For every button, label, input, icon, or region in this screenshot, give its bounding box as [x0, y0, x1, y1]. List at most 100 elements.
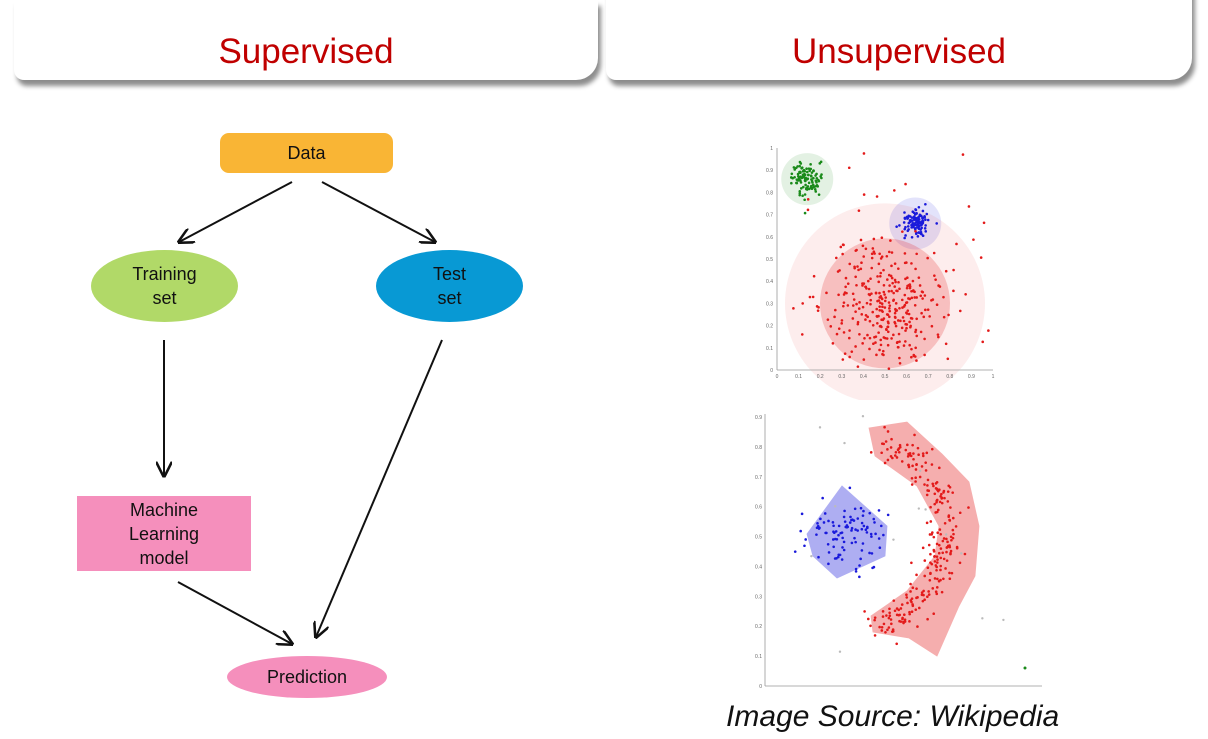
data-point — [911, 210, 915, 214]
data-point — [936, 558, 939, 561]
data-point — [908, 286, 912, 290]
data-point — [854, 310, 857, 313]
data-point — [880, 451, 883, 455]
data-point — [912, 353, 916, 357]
data-point — [926, 484, 929, 487]
data-point — [870, 252, 874, 256]
data-point — [894, 302, 898, 305]
data-point — [941, 551, 945, 555]
data-point — [933, 560, 937, 563]
data-point — [924, 202, 927, 206]
data-point — [861, 305, 865, 309]
data-point — [877, 262, 881, 266]
data-point — [887, 321, 890, 325]
data-point — [921, 599, 925, 603]
data-point — [934, 511, 937, 514]
cluster-halo — [820, 238, 950, 369]
y-tick-label: 0.8 — [766, 190, 773, 196]
data-point — [848, 329, 851, 332]
data-point — [833, 531, 836, 535]
data-point — [948, 577, 952, 580]
data-point — [903, 293, 907, 297]
data-point — [883, 299, 887, 303]
data-point — [880, 309, 884, 312]
noise-point — [981, 617, 984, 620]
data-point — [810, 171, 814, 174]
data-point — [894, 324, 898, 328]
data-point — [893, 278, 897, 282]
data-point — [790, 181, 793, 185]
data-point — [893, 262, 897, 265]
data-point — [882, 533, 885, 537]
data-point — [832, 524, 835, 528]
data-point — [876, 322, 879, 325]
x-tick-label: 0.6 — [903, 374, 910, 380]
data-point — [806, 177, 810, 180]
data-point — [842, 293, 846, 296]
unsupervised-header: Unsupervised — [606, 0, 1192, 80]
data-point — [841, 252, 844, 256]
data-point — [921, 297, 924, 300]
data-point — [796, 174, 800, 178]
data-point — [817, 178, 820, 182]
data-point — [925, 521, 929, 525]
data-point — [940, 496, 944, 500]
data-point — [912, 452, 915, 455]
data-point — [869, 302, 872, 306]
data-point — [911, 443, 914, 447]
data-point — [902, 613, 906, 617]
data-point — [885, 327, 888, 331]
data-point — [817, 555, 820, 559]
data-point — [793, 176, 796, 179]
red-cluster-hull — [868, 421, 980, 657]
data-point — [932, 535, 936, 539]
data-point — [903, 620, 907, 623]
data-point — [880, 625, 884, 629]
data-point — [908, 610, 911, 614]
data-point — [888, 614, 892, 618]
data-point — [818, 162, 822, 165]
data-point — [920, 220, 923, 224]
data-point — [908, 612, 911, 616]
data-point — [904, 340, 907, 343]
prediction-node: Prediction — [227, 656, 387, 698]
noise-point — [982, 221, 986, 225]
noise-point — [967, 205, 971, 208]
data-point — [861, 542, 865, 545]
data-point — [879, 343, 883, 347]
data-point — [866, 315, 869, 319]
data-point — [897, 267, 900, 270]
data-point — [836, 270, 840, 273]
data-point — [946, 540, 949, 544]
data-point — [886, 330, 890, 334]
data-point — [914, 476, 917, 480]
noise-point — [875, 353, 878, 357]
data-point — [904, 448, 908, 452]
noise-point — [946, 357, 950, 361]
data-point — [804, 179, 807, 183]
data-point — [910, 317, 914, 320]
data-point — [939, 547, 943, 550]
y-tick-label: 1 — [770, 146, 773, 152]
data-point — [916, 446, 920, 450]
data-point — [921, 290, 925, 294]
data-point — [798, 193, 802, 197]
data-point — [881, 615, 885, 618]
data-point — [856, 529, 859, 532]
data-point — [915, 587, 918, 590]
data-point — [905, 323, 909, 326]
data-point — [910, 600, 913, 604]
data-point — [943, 496, 946, 500]
data-point — [908, 343, 911, 347]
data-point — [918, 284, 922, 287]
data-point — [881, 318, 885, 322]
data-point — [813, 188, 817, 191]
data-point — [815, 526, 819, 530]
data-point — [842, 515, 846, 519]
data-point — [890, 264, 893, 268]
data-point — [800, 512, 804, 516]
data-point — [901, 617, 904, 621]
data-point — [952, 268, 955, 272]
data-point — [910, 561, 913, 565]
data-point — [858, 575, 861, 579]
